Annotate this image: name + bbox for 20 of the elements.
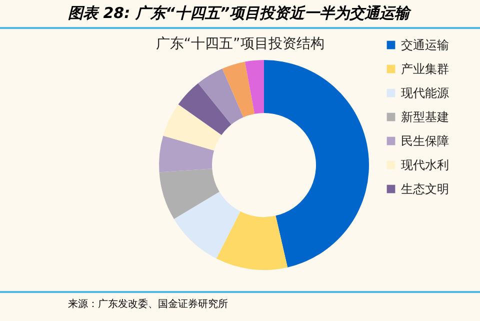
donut-slice bbox=[264, 60, 369, 268]
legend-label: 生态文明 bbox=[401, 182, 449, 196]
legend-label: 现代水利 bbox=[401, 158, 449, 172]
donut-slice bbox=[216, 211, 288, 270]
donut-slice bbox=[163, 104, 222, 150]
source-note: 来源：广东发改委、国金证券研究所 bbox=[0, 291, 480, 311]
donut-slice bbox=[178, 83, 232, 135]
donut-slice bbox=[159, 168, 220, 220]
donut-slice bbox=[244, 60, 264, 114]
donut-slice bbox=[198, 68, 244, 125]
legend-label: 民生保障 bbox=[401, 134, 449, 148]
legend-label: 新型基建 bbox=[401, 110, 449, 124]
donut-slice bbox=[174, 192, 240, 259]
chart-title: 图表 28: 广东“十四五”项目投资近一半为交通运输 bbox=[0, 0, 480, 29]
chart-subtitle: 广东“十四五”项目投资结构 bbox=[156, 36, 324, 52]
legend-label: 产业集群 bbox=[401, 62, 449, 76]
donut-slice bbox=[159, 136, 214, 172]
legend-label: 交通运输 bbox=[401, 38, 449, 52]
donut-slice bbox=[222, 62, 255, 118]
legend-label: 现代能源 bbox=[401, 86, 449, 100]
